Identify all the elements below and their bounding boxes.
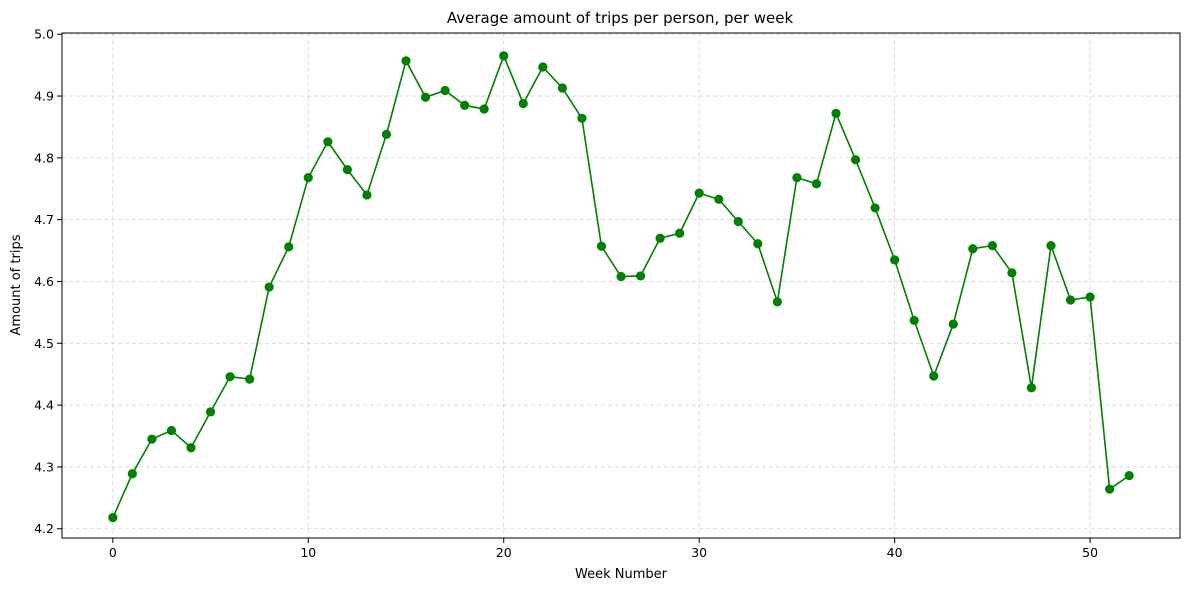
x-tick-label: 0 (109, 545, 117, 560)
data-point (362, 190, 372, 200)
data-point (186, 443, 196, 453)
data-point (166, 425, 177, 436)
chart-title: Average amount of trips per person, per … (447, 9, 794, 27)
data-point (499, 51, 509, 61)
axis-ticks: 0 10 20 30 40 50 4.2 4.3 4.4 4.5 4.6 4.7 4.8 4.9 5.0 (34, 27, 1098, 560)
grid-lines (62, 33, 1180, 538)
x-tick-label: 40 (887, 545, 903, 560)
data-point (205, 407, 216, 417)
x-tick-label: 50 (1082, 545, 1098, 560)
data-point (616, 271, 626, 282)
data-point (401, 56, 411, 66)
y-axis-label: Amount of trips (9, 234, 24, 335)
y-tick-label: 4.4 (34, 398, 54, 413)
data-point (870, 203, 880, 213)
data-point (714, 194, 724, 204)
y-tick-label: 4.7 (34, 212, 54, 227)
data-point (1046, 241, 1056, 251)
data-point (1085, 292, 1095, 302)
data-point (557, 83, 567, 93)
data-point (675, 228, 685, 238)
data-point (987, 241, 997, 251)
data-point (890, 255, 900, 265)
y-tick-label: 5.0 (34, 27, 54, 42)
y-tick-label: 4.3 (34, 459, 54, 474)
y-tick-label: 4.9 (34, 89, 54, 104)
data-point (479, 104, 489, 114)
y-tick-label: 4.6 (34, 274, 54, 289)
data-point (440, 85, 450, 96)
y-tick-label: 4.5 (34, 336, 54, 351)
data-point (284, 242, 294, 252)
x-tick-label: 20 (496, 545, 512, 560)
data-point (1065, 295, 1076, 305)
data-point (1026, 383, 1037, 393)
data-point (420, 92, 431, 102)
data-point (1124, 470, 1134, 481)
x-axis-label: Week Number (575, 567, 668, 582)
data-point (753, 239, 763, 249)
data-point (303, 173, 313, 183)
y-tick-label: 4.8 (34, 150, 54, 165)
data-point (968, 244, 978, 254)
data-point (245, 374, 255, 384)
data-point (147, 434, 157, 444)
data-point (1007, 268, 1017, 278)
data-point (655, 233, 665, 243)
data-point (1105, 484, 1115, 494)
data-point (264, 282, 274, 292)
data-point (772, 297, 782, 307)
data-points (108, 51, 1134, 523)
data-point (929, 371, 939, 381)
y-tick-label: 4.2 (34, 521, 54, 536)
data-point (342, 165, 352, 175)
data-point (381, 129, 392, 139)
data-point (909, 315, 919, 326)
data-point (792, 173, 802, 183)
x-tick-label: 10 (300, 545, 316, 560)
x-tick-label: 30 (691, 545, 707, 560)
data-point (811, 179, 822, 189)
data-point (460, 100, 470, 110)
data-point (596, 241, 607, 251)
data-point (127, 469, 137, 479)
data-point (850, 155, 861, 165)
data-point (225, 372, 235, 382)
data-point (323, 137, 333, 147)
data-point (108, 513, 118, 523)
data-point (948, 319, 958, 329)
data-point (577, 113, 587, 123)
data-point (518, 98, 528, 109)
data-point (694, 188, 704, 198)
data-point (733, 216, 743, 227)
data-point (831, 108, 841, 118)
plot-frame (61, 32, 1181, 539)
data-point (635, 271, 646, 281)
data-point (538, 62, 548, 72)
